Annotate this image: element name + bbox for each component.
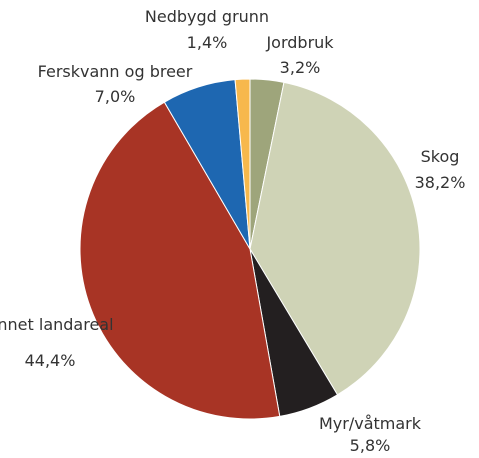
value-label: 44,4% bbox=[24, 351, 76, 370]
pie-slice bbox=[79, 101, 281, 420]
value-label: 5,8% bbox=[349, 436, 391, 455]
value-label: 1,4% bbox=[186, 33, 228, 52]
value-label: 3,2% bbox=[279, 58, 321, 77]
slice-label: Jordbruk bbox=[266, 33, 334, 52]
pie-slice bbox=[234, 78, 251, 250]
value-label: 7,0% bbox=[94, 87, 136, 106]
slice-label: Annet landareal bbox=[0, 315, 114, 334]
value-label: 38,2% bbox=[414, 173, 466, 192]
slice-label: Skog bbox=[420, 147, 460, 166]
slice-label: Ferskvann og breer bbox=[37, 62, 193, 81]
pie-slice bbox=[249, 81, 421, 396]
slice-label: Myr/våtmark bbox=[318, 414, 422, 433]
slice-label: Nedbygd grunn bbox=[144, 7, 270, 26]
